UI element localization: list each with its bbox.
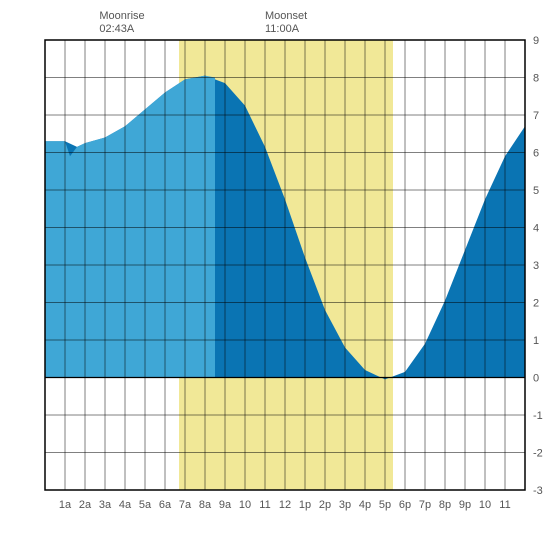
x-tick-label: 4a bbox=[119, 499, 132, 511]
y-tick-label: 7 bbox=[533, 110, 539, 122]
moonrise-title: Moonrise bbox=[99, 10, 144, 23]
x-tick-label: 8a bbox=[199, 499, 212, 511]
y-tick-label: 3 bbox=[533, 260, 539, 272]
x-tick-label: 2p bbox=[319, 499, 331, 511]
x-tick-label: 5a bbox=[139, 499, 152, 511]
y-tick-label: -3 bbox=[533, 485, 543, 497]
x-tick-label: 4p bbox=[359, 499, 371, 511]
moonset-time: 11:00A bbox=[265, 23, 307, 36]
x-tick-label: 2a bbox=[79, 499, 92, 511]
moonset-title: Moonset bbox=[265, 10, 307, 23]
y-tick-label: 5 bbox=[533, 185, 539, 197]
x-tick-label: 10 bbox=[479, 499, 491, 511]
x-tick-label: 9p bbox=[459, 499, 471, 511]
x-tick-label: 3p bbox=[339, 499, 351, 511]
x-tick-label: 7p bbox=[419, 499, 431, 511]
x-tick-label: 8p bbox=[439, 499, 451, 511]
x-tick-label: 11 bbox=[499, 499, 510, 511]
y-tick-label: 2 bbox=[533, 298, 539, 310]
x-tick-label: 6a bbox=[159, 499, 172, 511]
x-tick-label: 6p bbox=[399, 499, 411, 511]
x-tick-label: 11 bbox=[259, 499, 270, 511]
y-tick-label: 8 bbox=[533, 73, 539, 85]
y-tick-label: 1 bbox=[533, 335, 539, 347]
y-tick-label: -1 bbox=[533, 410, 543, 422]
moonset-label: Moonset11:00A bbox=[265, 10, 307, 36]
moonrise-time: 02:43A bbox=[99, 23, 144, 36]
x-tick-label: 7a bbox=[179, 499, 192, 511]
chart-svg: -3-2-101234567891a2a3a4a5a6a7a8a9a101112… bbox=[0, 0, 550, 550]
tide-chart: -3-2-101234567891a2a3a4a5a6a7a8a9a101112… bbox=[0, 0, 550, 550]
y-tick-label: 4 bbox=[533, 223, 539, 235]
x-tick-label: 5p bbox=[379, 499, 391, 511]
x-tick-label: 12 bbox=[279, 499, 291, 511]
x-tick-label: 1a bbox=[59, 499, 72, 511]
x-tick-label: 3a bbox=[99, 499, 112, 511]
x-tick-label: 10 bbox=[239, 499, 251, 511]
y-tick-label: 0 bbox=[533, 373, 539, 385]
x-tick-label: 1p bbox=[299, 499, 311, 511]
x-tick-label: 9a bbox=[219, 499, 232, 511]
y-tick-label: 9 bbox=[533, 35, 539, 47]
y-tick-label: -2 bbox=[533, 448, 543, 460]
moonrise-label: Moonrise02:43A bbox=[99, 10, 144, 36]
y-tick-label: 6 bbox=[533, 148, 539, 160]
